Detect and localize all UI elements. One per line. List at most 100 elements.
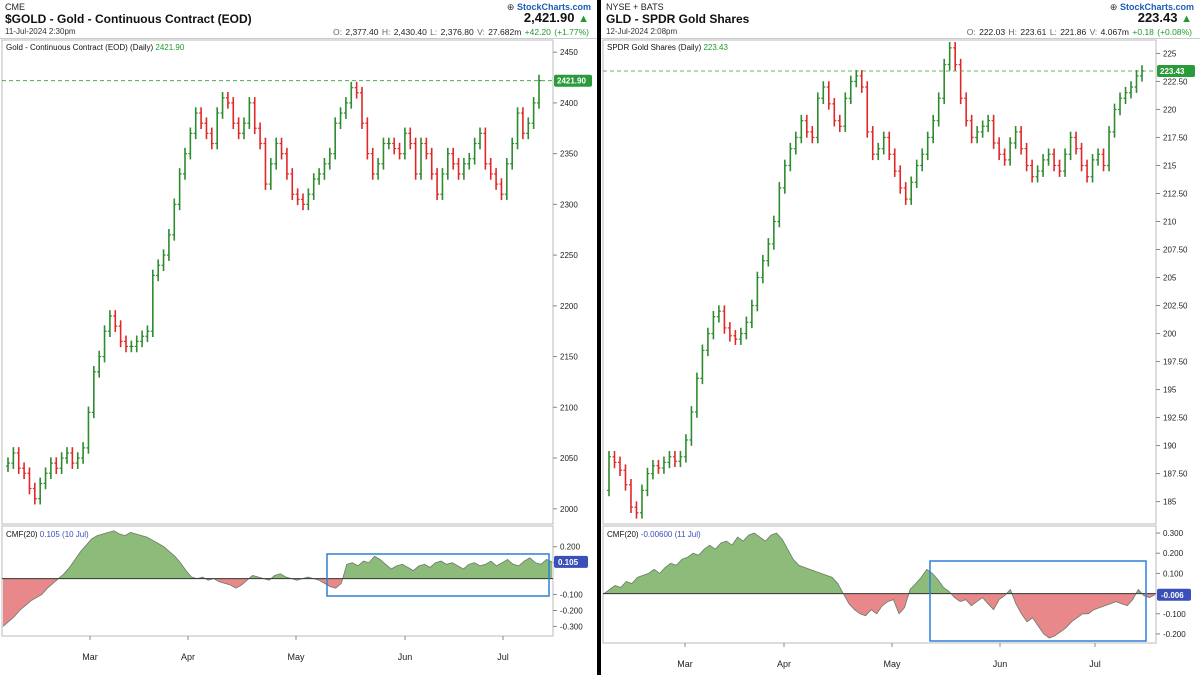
x-tick-label: Apr bbox=[181, 652, 195, 662]
x-tick-label: Jun bbox=[398, 652, 413, 662]
cmf-y-tick-label: -0.100 bbox=[560, 591, 583, 600]
last-price-tag bbox=[1157, 65, 1195, 78]
price-panel-label: SPDR Gold Shares (Daily) 223.43 bbox=[607, 43, 729, 52]
x-tick-label: Jul bbox=[497, 652, 509, 662]
price-bar bbox=[429, 147, 434, 180]
price-bar bbox=[865, 81, 870, 138]
price-bar bbox=[381, 137, 386, 170]
price-bar bbox=[504, 157, 509, 201]
price-bar bbox=[799, 114, 804, 144]
price-bar bbox=[86, 406, 91, 454]
brand-logo[interactable]: ⊕ StockCharts.com bbox=[1109, 2, 1194, 12]
price-bar bbox=[705, 327, 710, 357]
price-bar bbox=[343, 97, 348, 119]
price-bar bbox=[1013, 126, 1018, 149]
price-bar bbox=[209, 127, 214, 150]
price-bar bbox=[354, 81, 359, 99]
price-bar bbox=[231, 97, 236, 130]
price-bar bbox=[689, 406, 694, 446]
price-bar bbox=[755, 271, 760, 312]
price-bar bbox=[488, 157, 493, 180]
price-bar bbox=[634, 501, 639, 519]
price-bar bbox=[832, 98, 837, 127]
price-bar bbox=[268, 157, 273, 190]
price-bar bbox=[1008, 137, 1013, 166]
price-bar bbox=[274, 137, 279, 170]
price-bar bbox=[1068, 131, 1073, 161]
y-tick-label: 185 bbox=[1163, 498, 1177, 507]
price-bar bbox=[494, 168, 499, 190]
brand-logo[interactable]: ⊕ StockCharts.com bbox=[506, 2, 591, 12]
y-tick-label: 192.50 bbox=[1163, 414, 1188, 423]
price-bar bbox=[408, 127, 413, 150]
price-bar bbox=[766, 238, 771, 267]
y-tick-label: 212.50 bbox=[1163, 189, 1188, 198]
price-bar bbox=[317, 168, 322, 185]
price-bar bbox=[804, 114, 809, 138]
price-bar bbox=[38, 477, 43, 505]
price-bar bbox=[1019, 126, 1024, 155]
chart-canvas[interactable]: 2000 2050 2100 2150 2200 2250 2300 2350 2400 2450… bbox=[0, 38, 597, 675]
price-bar bbox=[32, 482, 37, 505]
y-tick-label: 225 bbox=[1163, 49, 1177, 58]
price-bar bbox=[48, 457, 53, 480]
price-bar bbox=[843, 92, 848, 133]
price-bar bbox=[124, 335, 128, 353]
price-bar bbox=[295, 188, 300, 206]
cmf-line bbox=[603, 532, 1156, 639]
price-bar bbox=[667, 450, 672, 469]
chart-panel-gold: CME ⊕ StockCharts.com $GOLD - Gold - Con… bbox=[0, 0, 597, 675]
price-bar bbox=[1079, 142, 1084, 172]
x-tick-label: Mar bbox=[82, 652, 98, 662]
change-value: +42.20 (+1.77%) bbox=[524, 27, 589, 37]
price-bar bbox=[456, 157, 461, 180]
price-bar bbox=[322, 157, 327, 180]
price-bar bbox=[6, 457, 10, 472]
cmf-value-tag bbox=[1157, 588, 1191, 601]
cmf-plot-area bbox=[1, 525, 554, 637]
price-bar bbox=[815, 92, 820, 144]
chart-canvas[interactable]: 185 187.50 190 192.50 195 197.50 200 202.50 205 2… bbox=[601, 38, 1200, 675]
volume-value: 27.682m bbox=[488, 27, 522, 37]
cmf-y-tick-label: -0.100 bbox=[1163, 610, 1186, 619]
cmf-y-tick-label: 0.300 bbox=[1163, 529, 1184, 538]
price-bar bbox=[678, 450, 683, 468]
y-tick-label: 2000 bbox=[560, 505, 578, 514]
price-bar bbox=[510, 137, 515, 170]
price-bar bbox=[327, 147, 332, 170]
price-bar bbox=[986, 114, 991, 133]
price-bar bbox=[727, 322, 732, 342]
price-bar bbox=[623, 464, 628, 491]
price-bar bbox=[365, 117, 370, 160]
timestamp: 11-Jul-2024 2:30pm bbox=[5, 27, 76, 36]
price-bar bbox=[612, 450, 617, 469]
price-bar bbox=[711, 310, 716, 340]
y-tick-label: 210 bbox=[1163, 218, 1177, 227]
price-bar bbox=[760, 254, 765, 284]
x-tick-label: May bbox=[287, 652, 305, 662]
price-bar bbox=[520, 107, 525, 140]
price-bar bbox=[531, 97, 536, 130]
cmf-panel-label: CMF(20) 0.105 (10 Jul) bbox=[6, 530, 89, 539]
price-bar bbox=[1024, 142, 1029, 172]
price-bar bbox=[91, 365, 96, 419]
price-bar bbox=[892, 148, 897, 177]
price-bar bbox=[958, 58, 963, 105]
price-bar bbox=[733, 329, 738, 345]
y-tick-label: 207.50 bbox=[1163, 246, 1188, 255]
open-value: 222.03 bbox=[979, 27, 1006, 37]
price-bar bbox=[942, 58, 947, 105]
price-bar bbox=[478, 127, 482, 150]
price-plot-area bbox=[1, 39, 554, 525]
exchange-label: NYSE + BATS bbox=[606, 2, 664, 12]
price-bar bbox=[333, 117, 338, 160]
price-bar bbox=[925, 131, 930, 161]
price-bar bbox=[499, 178, 504, 201]
price-bar bbox=[386, 137, 391, 150]
y-tick-label: 190 bbox=[1163, 442, 1177, 451]
price-bar bbox=[1057, 159, 1062, 177]
price-bar bbox=[204, 117, 209, 140]
price-bar bbox=[1090, 154, 1095, 183]
price-bar bbox=[397, 142, 402, 160]
price-bar bbox=[451, 147, 456, 170]
